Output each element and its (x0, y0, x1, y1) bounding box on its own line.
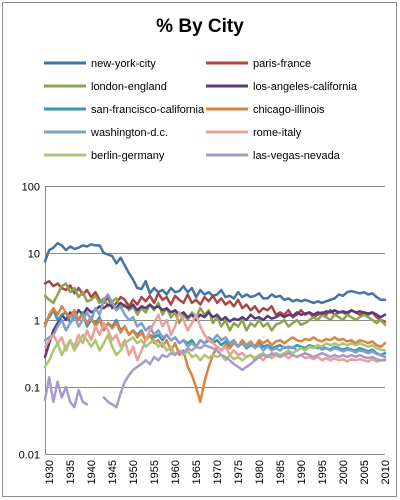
legend-label: washington-d.c. (90, 127, 168, 139)
legend: new-york-city paris-france london-england l… (44, 58, 358, 162)
series-line-las-vegas-nevada (43, 343, 387, 409)
x-tick-label: 1980 (254, 460, 266, 484)
y-tick-label: 0.01 (19, 450, 40, 462)
legend-label: london-england (91, 81, 167, 93)
x-tick-label: 1960 (170, 460, 182, 484)
legend-label: san-francisco-california (91, 104, 205, 116)
y-tick-label: 10 (28, 249, 40, 261)
legend-label: chicago-illinois (253, 104, 325, 116)
series-line-new-york-city (43, 241, 387, 305)
x-tick-label: 1975 (233, 460, 245, 484)
x-tick-label: 1955 (149, 460, 161, 484)
x-tick-label: 1935 (65, 460, 77, 484)
x-tick-label: 1995 (317, 460, 329, 484)
chart-title: % By City (156, 16, 244, 37)
x-tick-label: 1970 (212, 460, 224, 484)
y-tick-label: 0.1 (25, 383, 40, 395)
x-tick-label: 2000 (338, 460, 350, 484)
legend-label: las-vegas-nevada (253, 150, 341, 162)
x-tick-label: 1945 (107, 460, 119, 484)
axes (45, 186, 385, 455)
x-tick-label: 1950 (128, 460, 140, 484)
legend-label: los-angeles-california (253, 81, 358, 93)
legend-label: new-york-city (91, 58, 156, 70)
series-line-washington-d.c. (43, 293, 387, 359)
x-tick-label: 2005 (359, 460, 371, 484)
x-axis-tick-labels: 1930 1935 1940 1945 1950 1955 1960 1965 1970 1975… (44, 460, 392, 484)
x-tick-label: 1985 (275, 460, 287, 484)
series-line-berlin-germany (43, 333, 387, 369)
legend-label: berlin-germany (91, 150, 165, 162)
x-tick-label: 2010 (380, 460, 392, 484)
y-axis-tick-labels: 0.01 0.1 1 10 100 (19, 182, 40, 462)
x-tick-label: 1965 (191, 460, 203, 484)
legend-label: paris-france (253, 58, 311, 70)
y-tick-label: 100 (22, 182, 40, 194)
x-tick-label: 1930 (44, 460, 56, 484)
x-tick-label: 1990 (296, 460, 308, 484)
series-line-rome-italy (43, 311, 387, 363)
series-line-chicago-illinois (43, 305, 387, 404)
series-line-london-england (43, 282, 387, 332)
x-tick-label: 1940 (86, 460, 98, 484)
series-group (43, 241, 387, 409)
y-tick-label: 1 (34, 316, 40, 328)
legend-label: rome-italy (253, 127, 302, 139)
